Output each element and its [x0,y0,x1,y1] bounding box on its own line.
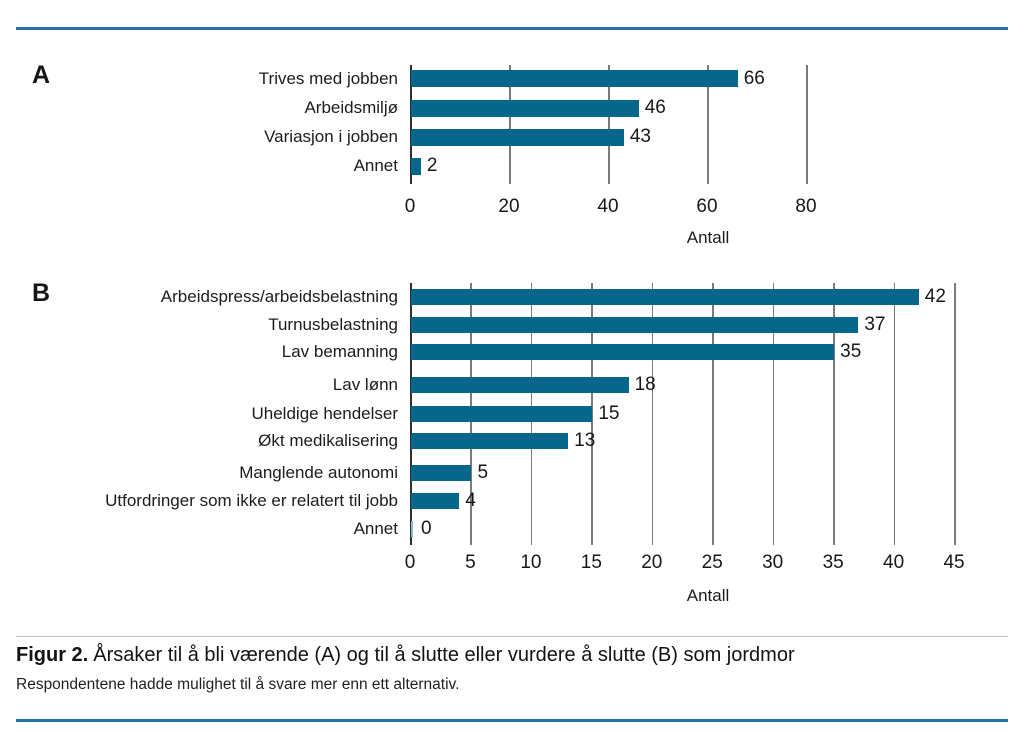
x-axis-title: Antall [686,228,730,247]
bar [411,492,460,509]
bar [411,521,413,537]
x-tick-label: 35 [822,552,844,573]
value-label: 0 [421,518,432,539]
category-label: Trives med jobben [258,68,398,88]
bottom-accent-rule [16,719,1008,722]
category-label: Økt medikalisering [258,431,398,450]
gridline [806,65,808,184]
chart-panel-b: B 0 5 10 15 20 25 30 35 40 45 Arbeidspress/arbeidsb… [16,279,1008,613]
bar [411,377,629,393]
value-label: 4 [465,489,476,511]
value-label: 15 [598,402,620,424]
category-label: Annet [353,519,398,538]
figure-caption-label: Figur 2. [16,644,89,666]
y-axis-line [410,65,412,184]
category-label: Turnusbelastning [268,314,398,334]
bar [411,128,624,146]
bar [411,344,835,360]
bar [411,157,421,175]
x-tick-label: 20 [498,196,520,217]
value-label: 46 [644,97,666,118]
category-label: Utfordringer som ikke er relatert til jo… [105,490,398,510]
gridline [509,65,511,184]
bar [411,316,859,333]
value-label: 18 [634,374,656,395]
category-label: Arbeidspress/arbeidsbelastning [160,287,398,306]
x-tick-label: 25 [701,552,723,573]
x-tick-label: 60 [696,196,718,217]
category-label: Annet [353,156,398,175]
bar [411,99,639,117]
gridline [608,65,610,184]
figure-caption-text: Årsaker til å bli værende (A) og til å s… [93,644,795,666]
category-label: Lav bemanning [281,342,398,361]
x-tick-label: 40 [597,196,619,217]
category-label: Lav lønn [332,375,398,394]
x-tick-label: 0 [404,196,416,217]
x-tick-label: 5 [465,552,476,573]
x-tick-label: 30 [762,552,784,573]
category-label: Manglende autonomi [239,462,398,482]
gridline [712,283,714,545]
value-label: 5 [477,461,489,483]
bar [411,433,569,449]
caption-divider [16,636,1008,637]
category-label: Arbeidsmiljø [304,98,398,117]
gridline [893,283,896,545]
x-tick-label: 10 [520,552,542,573]
x-axis-title: Antall [686,586,730,605]
bar [411,289,919,305]
chart-panel-a: A 0 20 40 60 80 Trives med jobben 66 Arbeidsmilj… [16,61,1008,265]
gridline [772,283,775,545]
x-tick-label: 45 [943,552,965,573]
bar [411,405,593,422]
gridline [707,65,709,184]
gridline [651,283,654,545]
x-tick-label: 0 [404,552,416,573]
bar [411,464,472,481]
value-label: 2 [426,155,438,176]
x-tick-label: 40 [883,552,905,573]
value-label: 37 [864,313,886,335]
category-label: Uheldige hendelser [251,403,399,423]
value-label: 66 [743,67,765,89]
panel-label-a: A [32,61,51,89]
value-label: 43 [629,126,651,147]
value-label: 13 [574,430,596,451]
x-tick-label: 20 [641,552,663,573]
panel-label-b: B [32,279,51,307]
value-label: 42 [924,286,946,307]
figure-caption: Figur 2. Årsaker til å bli værende (A) og… [16,644,1008,667]
category-label: Variasjon i jobben [264,127,398,146]
y-axis-line [410,283,412,545]
x-tick-label: 80 [795,196,817,217]
gridline [833,283,835,545]
top-accent-rule [16,27,1008,30]
bar [411,70,738,87]
gridline [954,283,956,545]
value-label: 35 [840,341,862,362]
figure-subcaption: Respondentene hadde mulighet til å svare… [16,676,460,693]
x-tick-label: 15 [580,552,602,573]
